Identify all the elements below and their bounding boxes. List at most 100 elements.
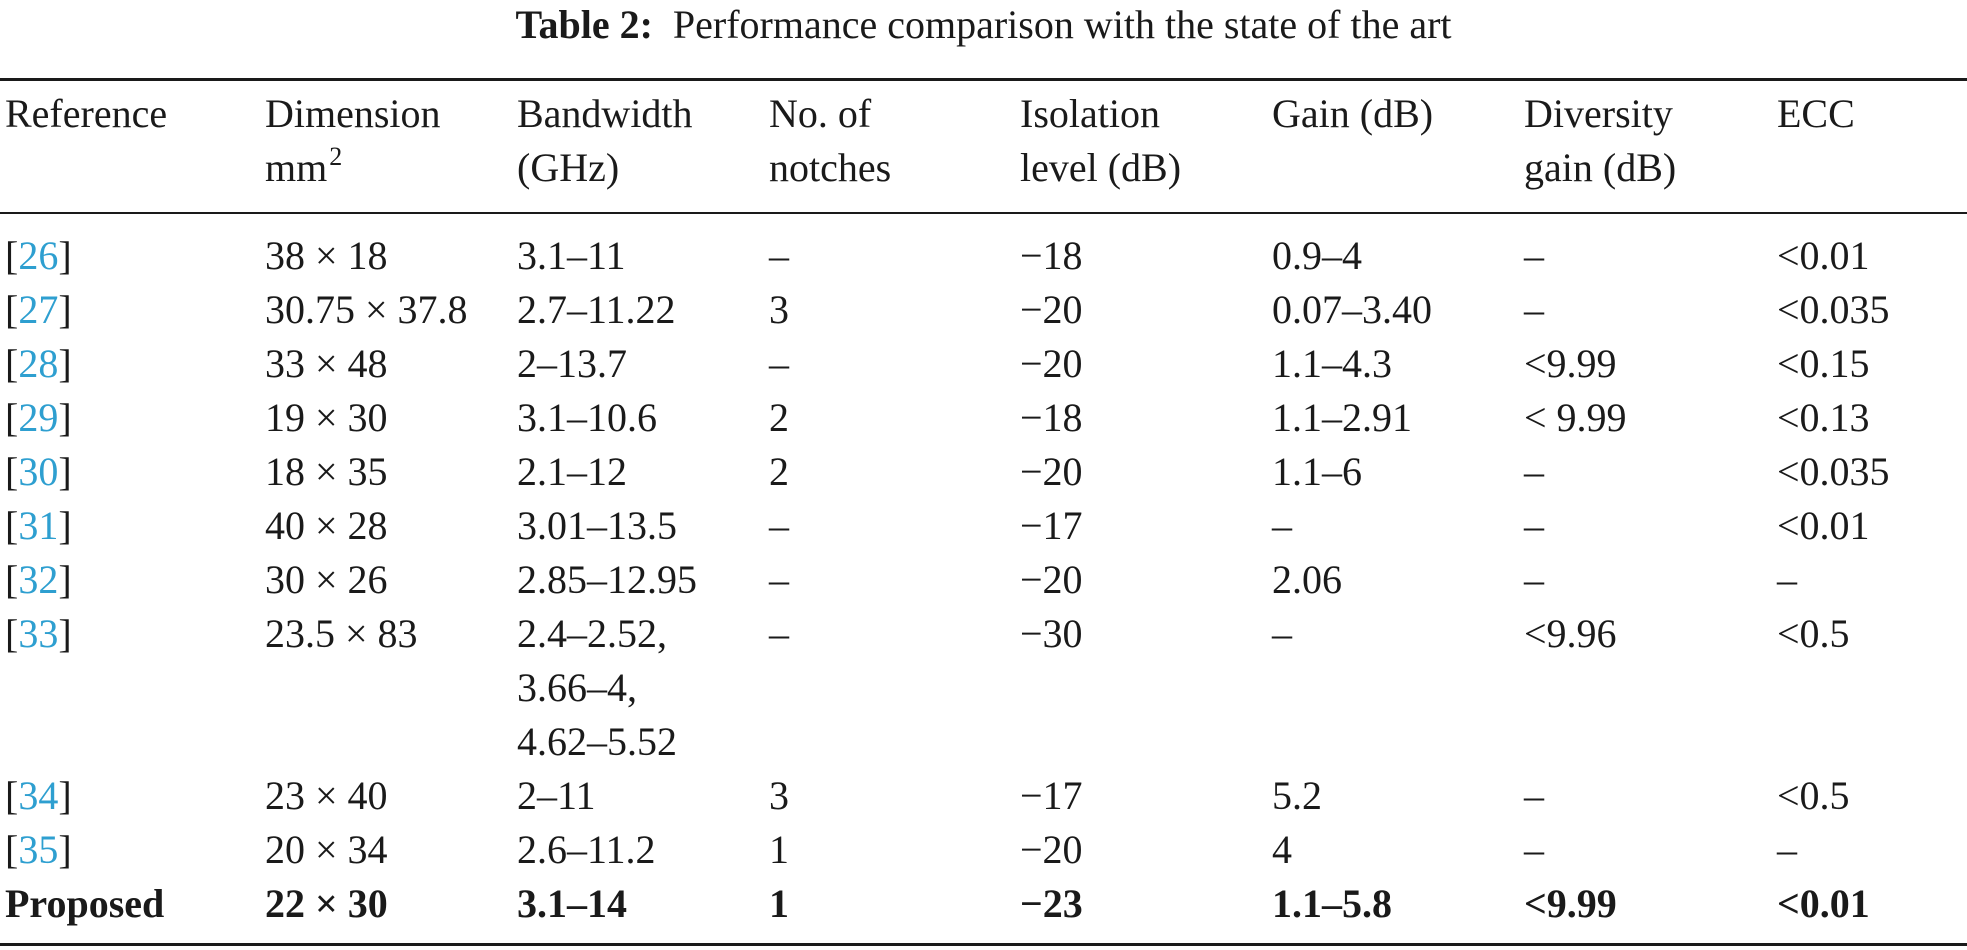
header-reference: Reference <box>5 91 168 136</box>
table-cell-ecc: <0.5 <box>1777 773 1850 818</box>
table-cell-reference[interactable]: [26] <box>5 233 72 278</box>
table-cell-diversity-gain: < 9.99 <box>1524 395 1627 440</box>
table-top-rule <box>0 78 1967 81</box>
header-dimension-superscript: 2 <box>329 142 343 171</box>
table-cell-diversity-gain: – <box>1524 233 1544 278</box>
table-cell-dimension: 23.5 × 83 <box>265 611 418 656</box>
reference-link[interactable]: 34 <box>18 773 59 818</box>
table-bottom-rule <box>0 943 1967 946</box>
header-gain: Gain (dB) <box>1272 91 1434 136</box>
table-cell-dimension: 23 × 40 <box>265 773 388 818</box>
table-cell-diversity-gain: – <box>1524 287 1544 332</box>
table-cell-notches: – <box>769 503 789 548</box>
table-cell-dimension: 38 × 18 <box>265 233 388 278</box>
table-cell-bandwidth: 2.85–12.95 <box>517 557 697 602</box>
table-caption: Table 2: Performance comparison with the… <box>0 0 1967 50</box>
table-cell-diversity-gain: <9.99 <box>1524 341 1617 386</box>
table-cell-gain: 1.1–6 <box>1272 449 1362 494</box>
table-cell-gain: 4 <box>1272 827 1292 872</box>
table-cell-isolation: −30 <box>1020 611 1083 656</box>
table-cell-isolation: −18 <box>1020 395 1083 440</box>
table-cell-ecc: <0.035 <box>1777 287 1890 332</box>
table-cell-ecc: <0.01 <box>1777 881 1870 926</box>
table-cell-diversity-gain: – <box>1524 557 1544 602</box>
reference-link[interactable]: 29 <box>18 395 59 440</box>
table-cell-isolation: −18 <box>1020 233 1083 278</box>
reference-link[interactable]: 28 <box>18 341 59 386</box>
table-cell-notches: 2 <box>769 395 789 440</box>
table-cell-reference[interactable]: [27] <box>5 287 72 332</box>
table-cell-dimension: 20 × 34 <box>265 827 388 872</box>
caption-text: Performance comparison with the state of… <box>672 2 1452 47</box>
table-cell-dimension: 40 × 28 <box>265 503 388 548</box>
table-cell-reference[interactable]: [31] <box>5 503 72 548</box>
table-cell-notches: – <box>769 611 789 656</box>
table-cell-isolation: −20 <box>1020 557 1083 602</box>
table-cell-bandwidth: 2–11 <box>517 773 596 818</box>
table-cell-gain: 0.07–3.40 <box>1272 287 1432 332</box>
table-cell-reference[interactable]: [34] <box>5 773 72 818</box>
table-cell-notches: 3 <box>769 287 789 332</box>
table-cell-notches: – <box>769 557 789 602</box>
table-cell-diversity-gain: – <box>1524 773 1544 818</box>
table-cell-ecc: – <box>1777 827 1797 872</box>
header-dimension: Dimension mm2 <box>265 91 441 190</box>
reference-link[interactable]: 26 <box>18 233 59 278</box>
table-cell-notches: 3 <box>769 773 789 818</box>
table-cell-reference[interactable]: [33] <box>5 611 72 656</box>
table-cell-ecc: <0.035 <box>1777 449 1890 494</box>
table-cell-notches: – <box>769 233 789 278</box>
table-cell-reference[interactable]: [29] <box>5 395 72 440</box>
table-cell-bandwidth: 2.6–11.2 <box>517 827 656 872</box>
table-cell-bandwidth: 2.4–2.52, 3.66–4, 4.62–5.52 <box>517 611 677 764</box>
table-cell-dimension: 33 × 48 <box>265 341 388 386</box>
table-cell-bandwidth: 2.7–11.22 <box>517 287 676 332</box>
table-cell-gain: – <box>1272 503 1292 548</box>
table-cell-ecc: – <box>1777 557 1797 602</box>
reference-link[interactable]: 27 <box>18 287 59 332</box>
reference-link[interactable]: 31 <box>18 503 59 548</box>
table-cell-isolation: −20 <box>1020 449 1083 494</box>
table-cell-notches: 1 <box>769 827 789 872</box>
header-ecc: ECC <box>1777 91 1855 136</box>
header-diversity-gain: Diversity gain (dB) <box>1524 91 1677 190</box>
table-cell-ecc: <0.15 <box>1777 341 1870 386</box>
table-cell-reference[interactable]: [28] <box>5 341 72 386</box>
table-cell-diversity-gain: – <box>1524 503 1544 548</box>
table-cell-bandwidth: 3.1–10.6 <box>517 395 657 440</box>
table-cell-isolation: −20 <box>1020 287 1083 332</box>
header-isolation: Isolation level (dB) <box>1020 91 1182 190</box>
table-cell-dimension: 19 × 30 <box>265 395 388 440</box>
table-cell-bandwidth: 3.01–13.5 <box>517 503 677 548</box>
table-cell-reference[interactable]: [30] <box>5 449 72 494</box>
table-cell-ecc: <0.13 <box>1777 395 1870 440</box>
table-cell-diversity-gain: – <box>1524 449 1544 494</box>
table-cell-diversity-gain: <9.99 <box>1524 881 1617 926</box>
table-cell-gain: 1.1–4.3 <box>1272 341 1392 386</box>
reference-link[interactable]: 35 <box>18 827 59 872</box>
table-cell-reference[interactable]: [35] <box>5 827 72 872</box>
table-cell-reference-proposed: Proposed <box>5 881 165 926</box>
table-cell-dimension: 22 × 30 <box>265 881 388 926</box>
table-cell-dimension: 18 × 35 <box>265 449 388 494</box>
caption-label: Table 2: <box>515 2 653 47</box>
table-cell-diversity-gain: <9.96 <box>1524 611 1617 656</box>
table-cell-ecc: <0.01 <box>1777 503 1870 548</box>
table-cell-reference[interactable]: [32] <box>5 557 72 602</box>
table-cell-gain: 2.06 <box>1272 557 1342 602</box>
table-cell-ecc: <0.5 <box>1777 611 1850 656</box>
table-cell-dimension: 30.75 × 37.8 <box>265 287 468 332</box>
header-notches: No. of notches <box>769 91 892 190</box>
table-cell-bandwidth: 2.1–12 <box>517 449 627 494</box>
table-cell-gain: – <box>1272 611 1292 656</box>
table-cell-notches: – <box>769 341 789 386</box>
table-cell-gain: 0.9–4 <box>1272 233 1362 278</box>
table-cell-gain: 1.1–2.91 <box>1272 395 1412 440</box>
reference-link[interactable]: 32 <box>18 557 59 602</box>
table-cell-bandwidth: 3.1–11 <box>517 233 626 278</box>
table-cell-notches: 2 <box>769 449 789 494</box>
table-cell-bandwidth: 2–13.7 <box>517 341 627 386</box>
reference-link[interactable]: 33 <box>18 611 59 656</box>
table-cell-dimension: 30 × 26 <box>265 557 388 602</box>
reference-link[interactable]: 30 <box>18 449 59 494</box>
